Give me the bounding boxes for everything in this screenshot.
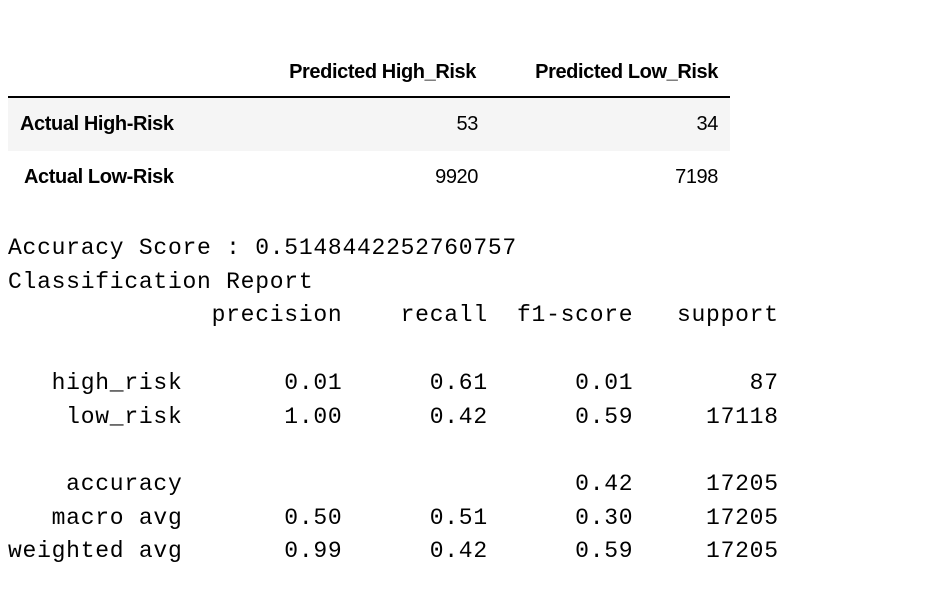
stdout-text-output: Accuracy Score : 0.5148442252760757 Clas… — [8, 232, 779, 569]
row-label-actual-low-risk: Actual Low-Risk — [24, 166, 174, 188]
table-row: Actual Low-Risk 9920 7198 — [8, 151, 730, 204]
cell-value: 53 — [456, 113, 479, 135]
table-row: Actual High-Risk 53 34 — [8, 97, 730, 151]
cell-value: 9920 — [435, 166, 478, 188]
table-corner-header — [8, 48, 234, 98]
column-header-predicted-low-risk: Predicted Low_Risk — [490, 48, 730, 98]
table-header-row: Predicted High_Risk Predicted Low_Risk — [8, 48, 730, 98]
classification-report-body: precision recall f1-score support high_r… — [8, 302, 779, 565]
cell-value: 34 — [696, 113, 719, 135]
accuracy-score-line: Accuracy Score : 0.5148442252760757 — [8, 235, 517, 261]
cell-value: 7198 — [675, 166, 718, 188]
confusion-matrix-table: Predicted High_Risk Predicted Low_Risk A… — [8, 48, 730, 204]
classification-report-title: Classification Report — [8, 268, 314, 295]
column-header-predicted-high-risk: Predicted High_Risk — [234, 48, 490, 98]
row-label-actual-high-risk: Actual High-Risk — [20, 113, 174, 135]
